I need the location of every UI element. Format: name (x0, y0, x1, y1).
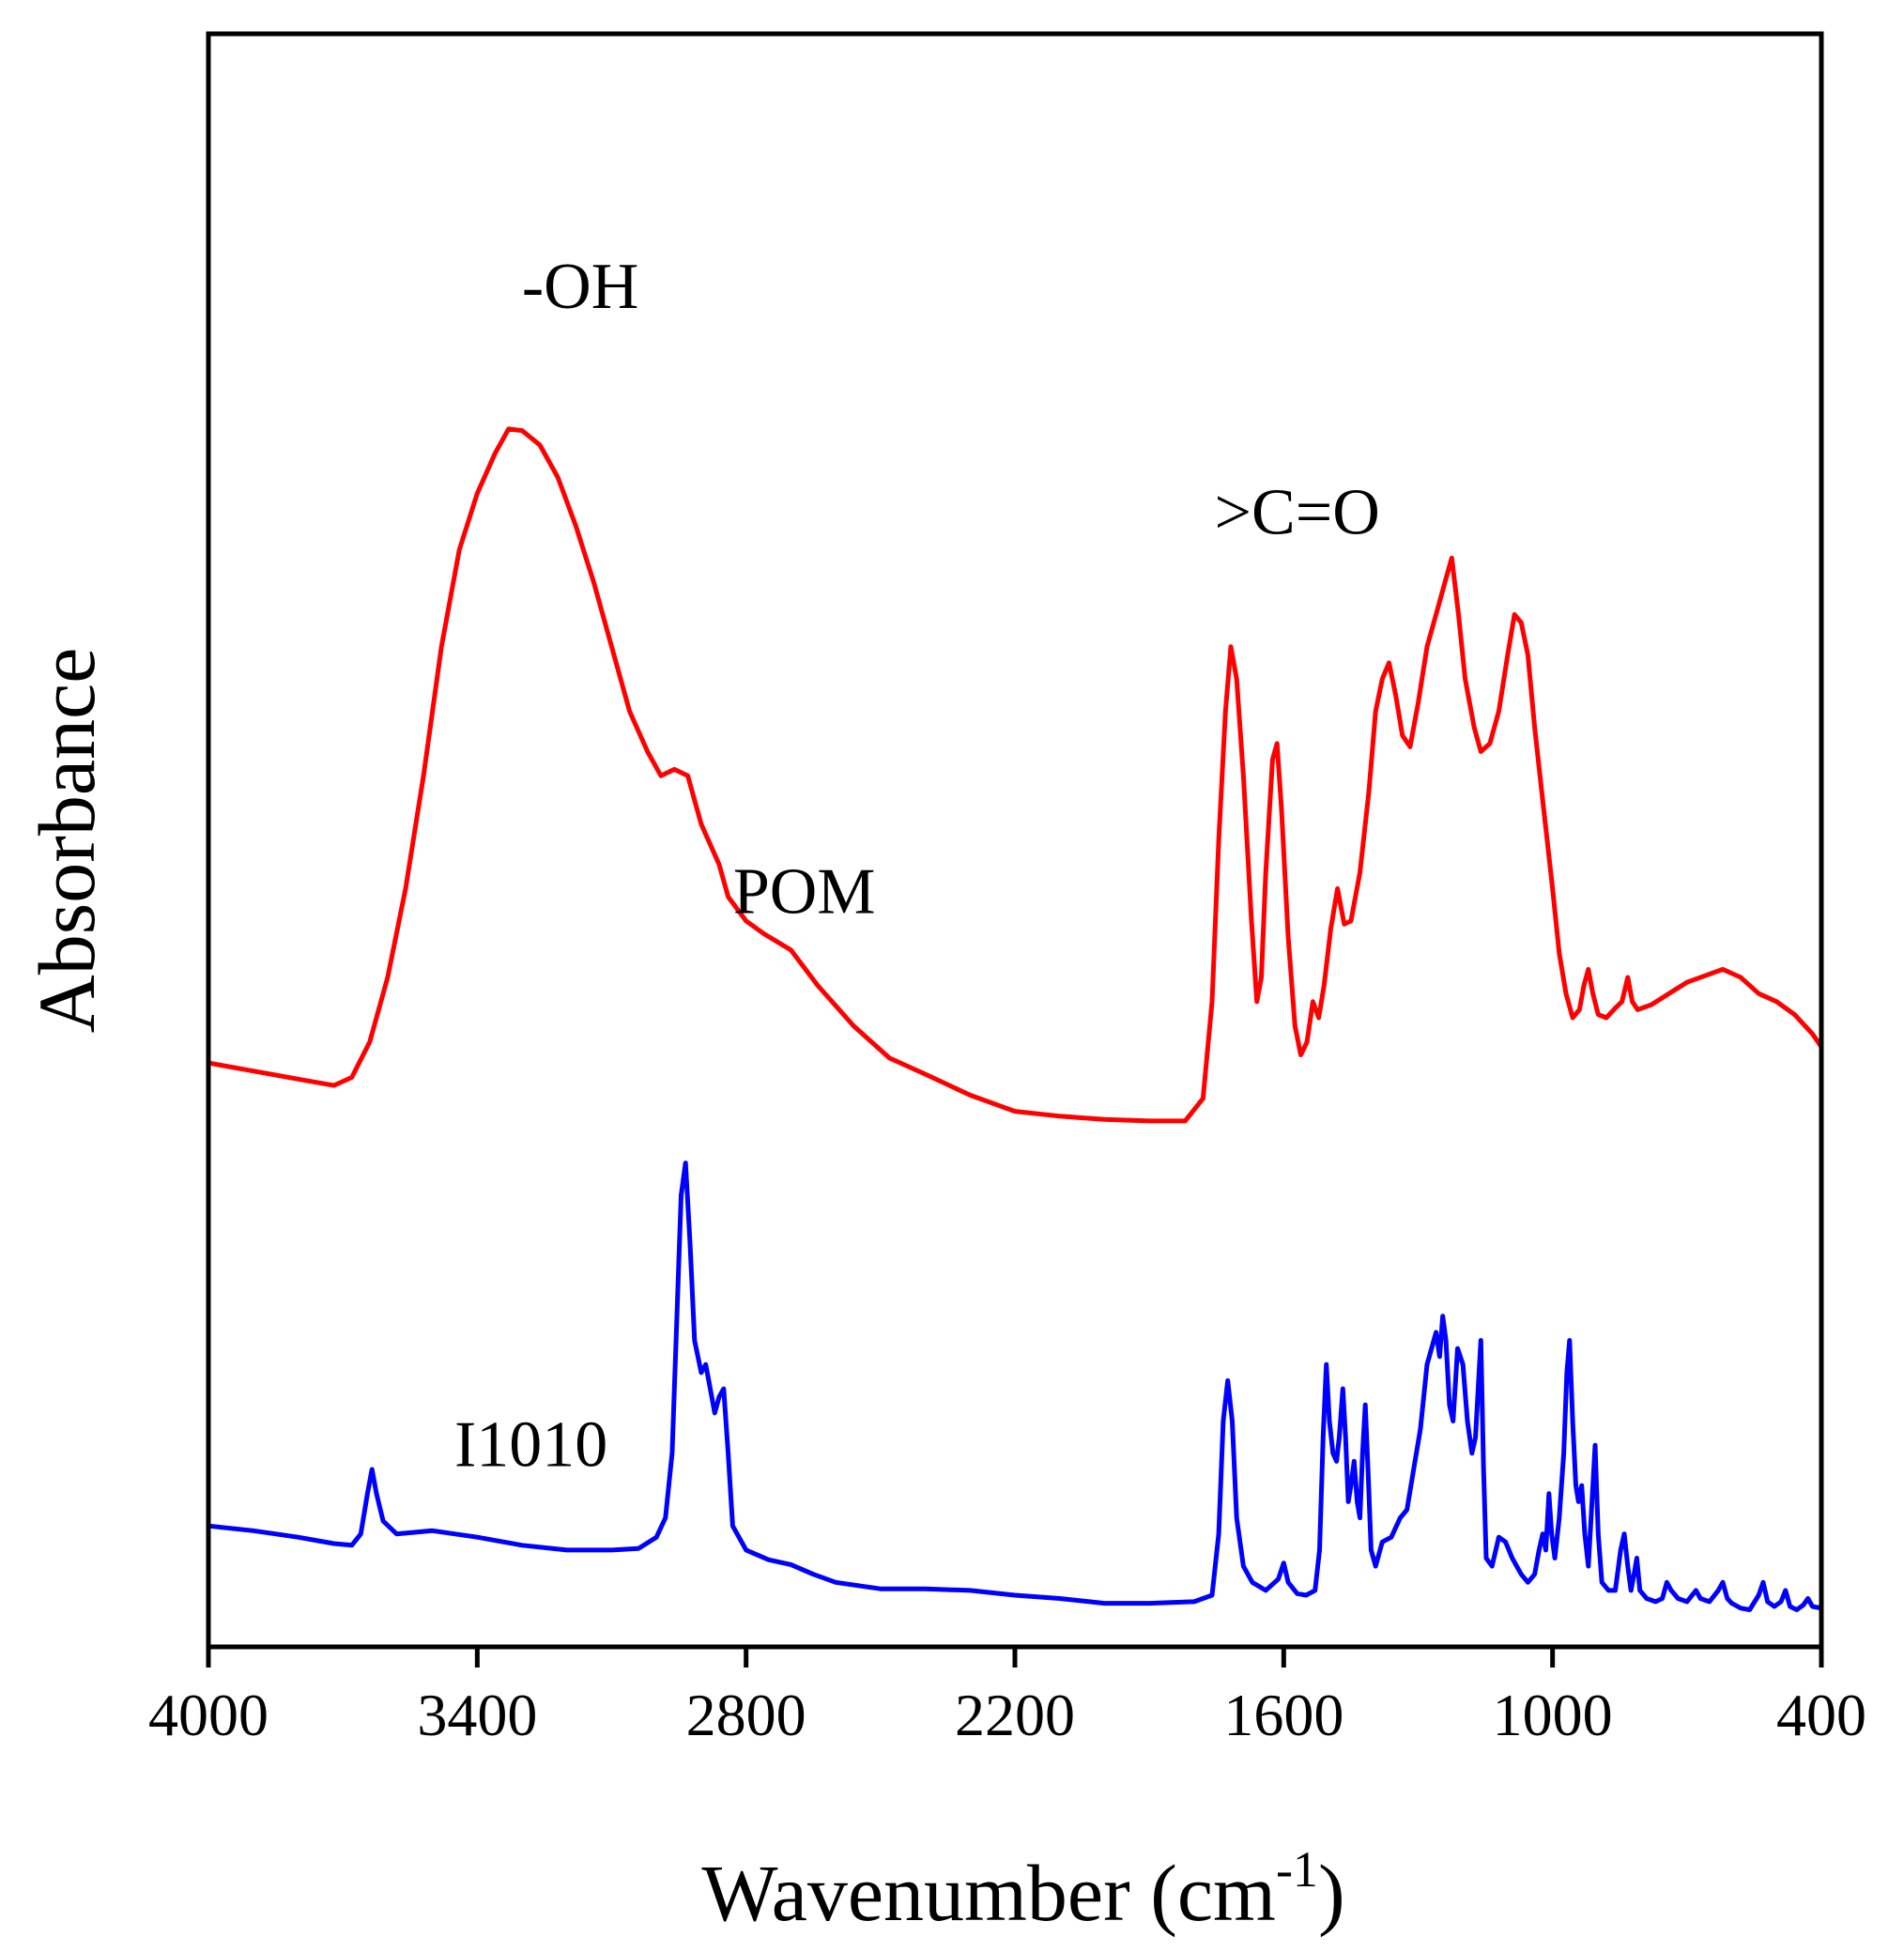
x-axis-title-main: Wavenumber (cm (701, 1848, 1276, 1938)
y-axis-title: Absorbance (22, 648, 112, 1034)
x-tick-label-1600: 1600 (1223, 1682, 1344, 1748)
annotation-3: I1010 (454, 1409, 607, 1482)
series-line-pom (207, 426, 1824, 1124)
annotation-1: >C=O (1215, 477, 1380, 549)
x-tick-label-2200: 2200 (955, 1682, 1075, 1748)
x-tick-label-1000: 1000 (1493, 1682, 1613, 1748)
annotation-2: POM (733, 855, 876, 928)
x-axis-title-superscript: -1 (1276, 1841, 1318, 1898)
series-layer (207, 426, 1824, 1612)
annotation-0: -OH (522, 251, 638, 323)
x-axis-title-close: ) (1318, 1848, 1345, 1938)
x-tick-label-3400: 3400 (417, 1682, 537, 1748)
x-tick-label-2800: 2800 (686, 1682, 806, 1748)
x-tick-label-400: 400 (1776, 1682, 1866, 1748)
x-axis-title: Wavenumber (cm-1) (701, 1841, 1344, 1938)
series-line-i1010 (207, 1160, 1822, 1612)
annotation-layer: -OH >C=O POM I1010 (454, 251, 1380, 1482)
x-tick-label-4000: 4000 (148, 1682, 269, 1748)
plot-frame (206, 31, 1824, 1650)
x-axis-ticks: 4000 3400 2800 2200 1600 1000 400 (148, 1647, 1866, 1748)
